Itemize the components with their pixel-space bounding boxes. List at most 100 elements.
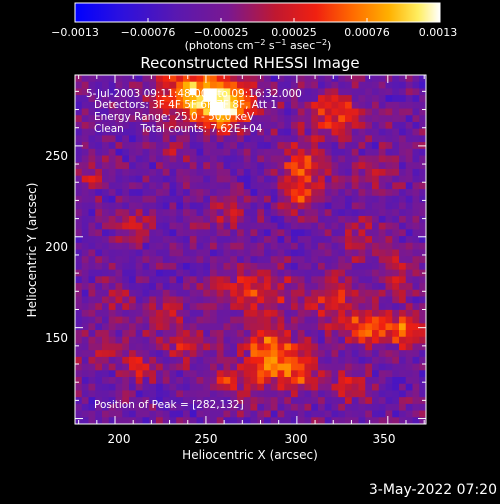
heatmap-cell	[291, 249, 299, 257]
heatmap-cell	[385, 417, 393, 424]
heatmap-cell	[203, 101, 211, 110]
heatmap-cell	[399, 142, 407, 150]
heatmap-cell	[243, 397, 252, 405]
heatmap-cell	[183, 115, 191, 123]
heatmap-cell	[189, 222, 198, 230]
heatmap-cell	[81, 410, 90, 418]
heatmap-cell	[284, 215, 292, 224]
heatmap-cell	[257, 249, 265, 257]
heatmap-cell	[324, 229, 333, 237]
heatmap-cell	[257, 182, 265, 190]
heatmap-cell	[304, 189, 312, 197]
heatmap-cell	[210, 410, 218, 418]
heatmap-cell	[196, 168, 204, 177]
heatmap-cell	[210, 397, 218, 405]
heatmap-cell	[196, 236, 204, 244]
heatmap-cell	[223, 115, 231, 123]
heatmap-cell	[102, 256, 110, 264]
heatmap-cell	[149, 256, 157, 264]
heatmap-cell	[129, 215, 137, 224]
heatmap-cell	[351, 296, 360, 304]
heatmap-cell	[95, 209, 103, 217]
heatmap-cell	[176, 236, 184, 244]
heatmap-cell	[210, 330, 218, 338]
heatmap-cell	[297, 323, 306, 331]
heatmap-cell	[162, 296, 171, 304]
heatmap-cell	[81, 417, 90, 424]
heatmap-cell	[257, 370, 265, 378]
heatmap-cell	[75, 343, 83, 351]
heatmap-cell	[81, 336, 90, 345]
heatmap-cell	[358, 330, 366, 338]
heatmap-cell	[108, 209, 117, 217]
heatmap-cell	[378, 316, 387, 324]
heatmap-cell	[169, 168, 177, 177]
heatmap-cell	[135, 417, 144, 424]
heatmap-cell	[311, 155, 319, 163]
heatmap-cell	[291, 175, 299, 183]
heatmap-cell	[277, 262, 285, 271]
heatmap-cell	[129, 276, 137, 284]
heatmap-cell	[358, 296, 366, 304]
info-line: 5-Jul-2003 09:11:48.000 to 09:16:32.000	[86, 88, 302, 100]
heatmap-cell	[196, 390, 204, 398]
heatmap-cell	[351, 115, 360, 123]
heatmap-cell	[183, 309, 191, 318]
heatmap-cell	[149, 215, 157, 224]
heatmap-cell	[142, 330, 150, 338]
heatmap-cell	[169, 242, 177, 251]
heatmap-cell	[115, 403, 123, 412]
heatmap-cell	[270, 356, 279, 365]
heatmap-cell	[318, 75, 326, 83]
heatmap-cell	[129, 377, 137, 385]
heatmap-cell	[108, 410, 117, 418]
heatmap-cell	[358, 115, 366, 123]
heatmap-cell	[230, 101, 238, 110]
heatmap-cell	[297, 403, 306, 412]
heatmap-cell	[291, 397, 299, 405]
heatmap-cell	[115, 209, 123, 217]
heatmap-cell	[392, 296, 400, 304]
heatmap-cell	[257, 377, 265, 385]
heatmap-cell	[149, 128, 157, 136]
heatmap-cell	[277, 189, 285, 197]
heatmap-cell	[142, 88, 150, 96]
heatmap-cell	[318, 296, 326, 304]
heatmap-cell	[264, 189, 272, 197]
heatmap-cell	[81, 397, 90, 405]
heatmap-cell	[210, 142, 218, 150]
heatmap-cell	[142, 142, 150, 150]
colorbar-tick-label: −0.00076	[121, 26, 176, 39]
heatmap-cell	[81, 121, 90, 130]
heatmap-cell	[216, 202, 225, 210]
heatmap-cell	[372, 370, 380, 378]
heatmap-cell	[412, 343, 420, 351]
heatmap-cell	[196, 175, 204, 183]
heatmap-cell	[385, 202, 393, 210]
heatmap-cell	[277, 155, 285, 163]
heatmap-cell	[318, 283, 326, 291]
heatmap-cell	[297, 397, 306, 405]
heatmap-cell	[385, 410, 393, 418]
heatmap-cell	[372, 75, 380, 83]
heatmap-cell	[419, 121, 426, 130]
heatmap-cell	[115, 195, 123, 204]
heatmap-cell	[324, 363, 333, 371]
heatmap-cell	[385, 289, 393, 298]
heatmap-cell	[149, 316, 157, 324]
heatmap-cell	[210, 343, 218, 351]
heatmap-cell	[135, 363, 144, 371]
heatmap-cell	[156, 222, 164, 230]
heatmap-cell	[210, 182, 218, 190]
heatmap-cell	[156, 370, 164, 378]
heatmap-cell	[196, 350, 204, 358]
heatmap-cell	[365, 343, 373, 351]
heatmap-cell	[250, 316, 258, 324]
heatmap-cell	[385, 330, 393, 338]
heatmap-cell	[122, 343, 130, 351]
heatmap-cell	[189, 276, 198, 284]
heatmap-cell	[250, 222, 258, 230]
heatmap-cell	[210, 236, 218, 244]
heatmap-cell	[169, 182, 177, 190]
heatmap-cell	[81, 370, 90, 378]
